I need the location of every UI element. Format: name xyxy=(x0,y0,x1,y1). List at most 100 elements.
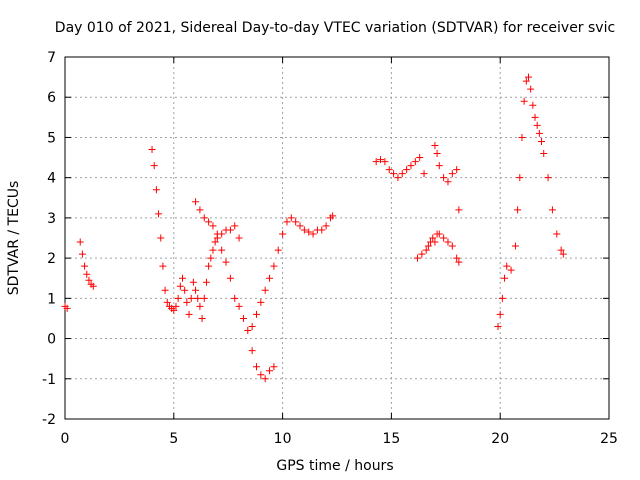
data-point xyxy=(455,258,463,266)
data-point xyxy=(257,298,265,306)
data-point xyxy=(235,234,243,242)
y-tick-label: 1 xyxy=(47,291,56,307)
data-point xyxy=(444,238,452,246)
data-point xyxy=(196,206,204,214)
data-point xyxy=(422,246,430,254)
data-point xyxy=(211,238,219,246)
data-point xyxy=(76,238,84,246)
data-point xyxy=(205,262,213,270)
data-point xyxy=(538,137,546,145)
data-point xyxy=(385,166,393,174)
data-point xyxy=(300,226,308,234)
data-point xyxy=(322,222,330,230)
data-point xyxy=(440,174,448,182)
data-point xyxy=(503,262,511,270)
data-point xyxy=(81,262,89,270)
x-tick-label: 10 xyxy=(274,431,292,447)
data-point xyxy=(155,210,163,218)
data-point xyxy=(148,146,156,154)
data-point xyxy=(287,214,295,222)
x-tick-label: 25 xyxy=(600,431,618,447)
data-point xyxy=(231,222,239,230)
data-point xyxy=(435,230,443,238)
data-point xyxy=(266,367,274,375)
data-point xyxy=(433,150,441,158)
y-axis-label: SDTVAR / TECUs xyxy=(6,181,22,296)
data-point xyxy=(524,73,532,81)
data-point xyxy=(170,306,178,314)
data-points xyxy=(61,73,567,383)
data-point xyxy=(435,162,443,170)
data-point xyxy=(194,294,202,302)
data-point xyxy=(192,198,200,206)
data-point xyxy=(192,286,200,294)
data-point xyxy=(270,363,278,371)
data-point xyxy=(522,77,530,85)
axis-ticks: -2 -1 0 1 2 3 4 5 6 7 0 5 10 15 20 25 xyxy=(42,50,618,447)
data-point xyxy=(418,250,426,258)
data-point xyxy=(218,246,226,254)
data-point xyxy=(292,218,300,226)
data-point xyxy=(398,170,406,178)
chart-title: Day 010 of 2021, Sidereal Day-to-day VTE… xyxy=(55,20,615,36)
data-point xyxy=(226,226,234,234)
data-point xyxy=(559,250,567,258)
data-point xyxy=(498,294,506,302)
data-point xyxy=(448,170,456,178)
data-point xyxy=(157,234,165,242)
data-point xyxy=(183,298,191,306)
data-point xyxy=(518,133,526,141)
data-point xyxy=(159,262,167,270)
data-point xyxy=(453,254,461,262)
data-point xyxy=(261,286,269,294)
data-point xyxy=(420,170,428,178)
data-point xyxy=(85,276,93,284)
data-point xyxy=(296,222,304,230)
x-tick-label: 5 xyxy=(169,431,178,447)
data-point xyxy=(248,347,256,355)
data-point xyxy=(318,226,326,234)
y-tick-label: -2 xyxy=(42,412,56,428)
data-point xyxy=(540,150,548,158)
data-point xyxy=(448,242,456,250)
y-tick-label: 2 xyxy=(47,251,56,267)
data-point xyxy=(329,212,337,220)
data-point xyxy=(494,322,502,330)
data-point xyxy=(414,254,422,262)
data-point xyxy=(516,174,524,182)
data-point xyxy=(309,230,317,238)
y-tick-label: 6 xyxy=(47,90,56,106)
data-point xyxy=(150,162,158,170)
plot-frame xyxy=(64,56,610,420)
data-point xyxy=(185,310,193,318)
data-point xyxy=(202,278,210,286)
data-point xyxy=(548,206,556,214)
data-point xyxy=(407,162,415,170)
data-point xyxy=(239,314,247,322)
data-point xyxy=(390,170,398,178)
data-point xyxy=(187,294,195,302)
data-point xyxy=(529,101,537,109)
data-point xyxy=(274,246,282,254)
data-point xyxy=(248,322,256,330)
data-point xyxy=(520,97,528,105)
data-point xyxy=(453,166,461,174)
data-point xyxy=(403,166,411,174)
x-tick-label: 20 xyxy=(491,431,509,447)
data-point xyxy=(174,294,182,302)
data-point xyxy=(279,230,287,238)
data-point xyxy=(444,178,452,186)
x-tick-label: 15 xyxy=(382,431,400,447)
data-point xyxy=(209,246,217,254)
data-point xyxy=(226,274,234,282)
data-point xyxy=(83,270,91,278)
data-point xyxy=(440,234,448,242)
data-point xyxy=(535,129,543,137)
data-point xyxy=(429,234,437,242)
x-tick-label: 0 xyxy=(61,431,70,447)
data-point xyxy=(544,174,552,182)
data-point xyxy=(533,121,541,129)
data-point xyxy=(213,234,221,242)
data-point xyxy=(181,286,189,294)
